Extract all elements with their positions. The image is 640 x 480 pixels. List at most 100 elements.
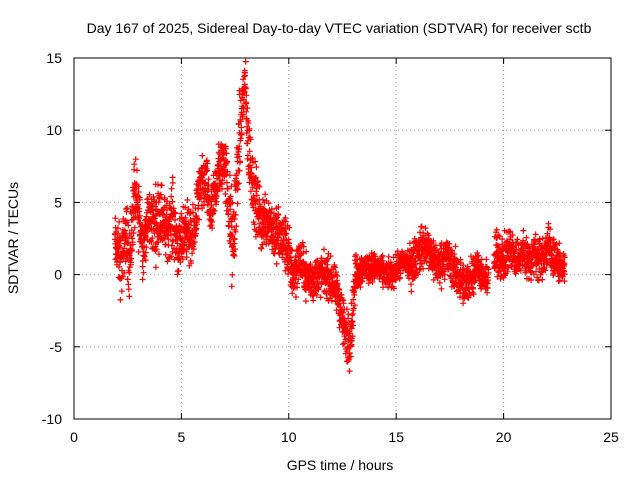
data-point xyxy=(483,256,490,263)
data-point xyxy=(204,167,211,174)
data-point xyxy=(168,193,175,200)
data-point xyxy=(244,152,251,159)
data-point xyxy=(317,294,324,301)
data-point xyxy=(124,276,131,283)
data-point xyxy=(199,152,206,159)
data-point xyxy=(222,145,229,152)
data-point xyxy=(555,278,562,285)
y-axis-label: SDTVAR / TECUs xyxy=(5,182,21,294)
data-point xyxy=(295,276,302,283)
data-point xyxy=(189,250,196,257)
data-point xyxy=(292,294,299,300)
data-point xyxy=(183,254,190,261)
data-point xyxy=(523,234,530,241)
data-point xyxy=(253,192,260,199)
data-point xyxy=(533,268,539,275)
data-point xyxy=(116,218,123,225)
data-point xyxy=(125,222,132,229)
data-point xyxy=(124,219,131,226)
data-point xyxy=(321,246,327,253)
data-point xyxy=(143,234,149,240)
data-point xyxy=(140,269,147,276)
data-point xyxy=(153,246,160,253)
data-point xyxy=(310,297,317,304)
data-point xyxy=(151,230,158,237)
data-point xyxy=(161,194,168,201)
data-point xyxy=(339,309,346,316)
data-point xyxy=(224,185,231,192)
data-point xyxy=(340,341,346,348)
data-point xyxy=(557,250,564,257)
data-point xyxy=(236,159,243,166)
data-point xyxy=(391,285,397,292)
data-point xyxy=(504,268,511,275)
data-point xyxy=(231,252,238,259)
data-point xyxy=(397,270,404,277)
data-point xyxy=(340,300,347,307)
x-tick-label: 0 xyxy=(70,429,78,445)
data-point xyxy=(132,156,139,163)
data-point xyxy=(193,230,200,237)
data-point xyxy=(240,111,247,118)
data-point xyxy=(237,118,244,125)
data-point xyxy=(204,160,211,167)
data-point xyxy=(348,337,355,344)
data-point xyxy=(452,243,459,250)
data-point xyxy=(430,276,437,283)
data-point xyxy=(300,250,307,256)
data-point xyxy=(139,258,146,264)
data-point xyxy=(351,291,358,298)
data-point xyxy=(208,202,215,209)
data-point xyxy=(348,300,355,307)
data-point xyxy=(349,312,356,319)
data-point xyxy=(542,267,549,274)
data-point xyxy=(353,251,359,258)
data-point xyxy=(328,297,335,304)
y-tick-label: 0 xyxy=(54,267,62,283)
data-point xyxy=(236,167,243,174)
data-point xyxy=(228,224,235,231)
data-point xyxy=(547,226,554,233)
data-point xyxy=(136,196,143,203)
data-point xyxy=(224,158,231,165)
data-point xyxy=(135,201,141,208)
data-point xyxy=(155,239,162,246)
data-point xyxy=(246,148,253,155)
data-point xyxy=(349,318,356,325)
data-point xyxy=(313,292,320,298)
data-point xyxy=(155,199,162,206)
y-tick-label: 5 xyxy=(54,194,62,210)
data-point xyxy=(275,212,282,218)
data-point xyxy=(189,201,196,208)
data-point xyxy=(428,241,435,247)
data-point xyxy=(332,264,339,271)
data-point xyxy=(324,261,331,268)
data-point xyxy=(471,262,477,269)
data-point xyxy=(223,150,230,157)
y-tick-label: -5 xyxy=(50,339,63,355)
data-point xyxy=(323,265,330,272)
data-point xyxy=(158,182,165,189)
data-point xyxy=(270,221,277,227)
data-points xyxy=(111,58,568,375)
data-point xyxy=(214,187,221,194)
data-point xyxy=(117,244,124,251)
data-point xyxy=(232,211,239,218)
data-point xyxy=(217,155,224,162)
data-point xyxy=(268,233,275,240)
data-point xyxy=(192,205,199,212)
data-point xyxy=(124,240,130,247)
data-point xyxy=(123,234,130,241)
data-point xyxy=(499,236,506,243)
axis-ticks xyxy=(73,57,612,420)
data-point xyxy=(532,231,539,238)
data-point xyxy=(131,224,138,231)
data-point xyxy=(222,191,229,197)
data-point xyxy=(116,263,123,270)
data-point xyxy=(143,244,150,251)
data-point xyxy=(544,230,551,237)
x-tick-label: 15 xyxy=(388,429,404,445)
data-point xyxy=(242,85,249,92)
data-point xyxy=(223,207,230,214)
data-point xyxy=(546,234,553,241)
